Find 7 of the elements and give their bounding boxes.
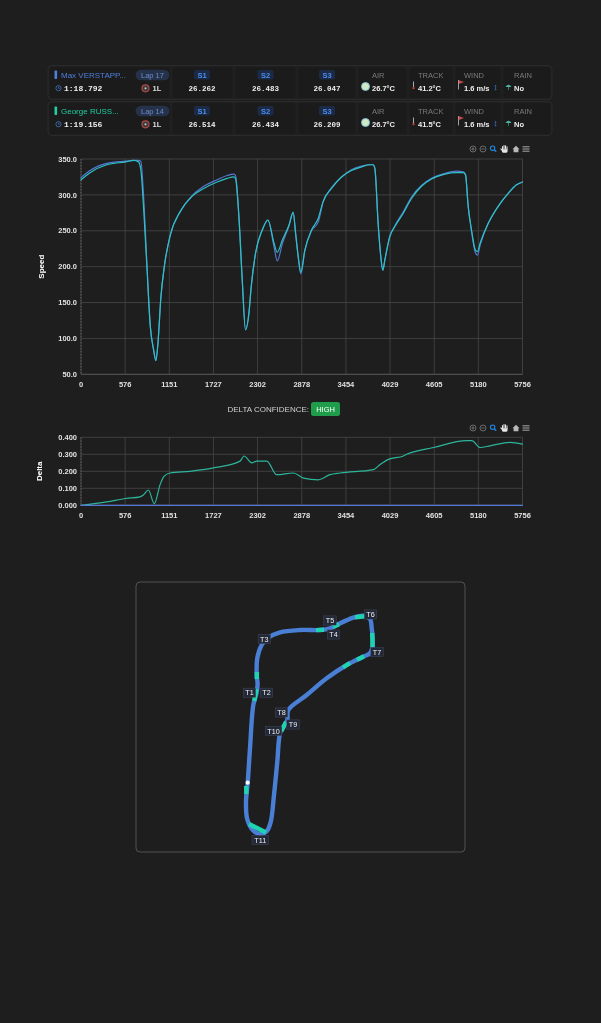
text: Max VERSTAPP... [61,70,127,80]
y-axis-title: Delta [35,460,44,482]
text: George RUSS... [61,106,119,116]
y-axis-title: Speed [37,254,46,279]
text: 1:18.792 [64,84,103,93]
text: 1:19.156 [64,120,103,129]
chart-title: DELTA CONFIDENCE: [227,405,309,414]
